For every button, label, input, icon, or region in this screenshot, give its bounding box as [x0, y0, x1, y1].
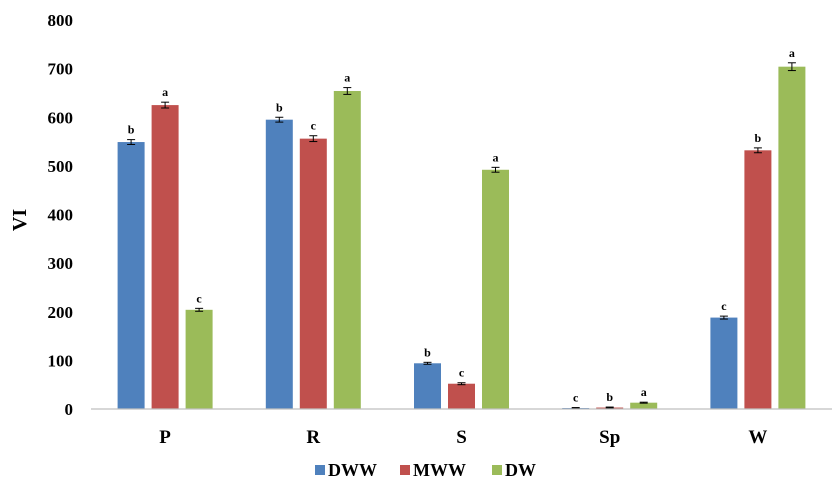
bar-dww-s — [414, 363, 441, 409]
error-bar-mww-r — [309, 135, 318, 143]
significance-label-dw-p: c — [196, 291, 202, 305]
y-tick-label: 100 — [48, 351, 74, 370]
legend-swatch-dww — [315, 465, 325, 475]
legend-label-dw: DW — [505, 460, 536, 480]
bar-mww-w — [744, 150, 772, 409]
bar-dww-p — [117, 142, 145, 409]
bar-dww-w — [710, 317, 738, 409]
y-axis-ticks: 0 100 200 300 400 500 600 700 800 — [48, 11, 74, 419]
error-bar-dww-sp — [571, 407, 580, 410]
error-bar-dw-s — [491, 166, 500, 173]
y-tick-label: 600 — [48, 108, 74, 127]
y-axis-title: VI — [9, 209, 31, 231]
bar-dw-p — [185, 309, 213, 409]
bar-dw-w — [778, 66, 806, 410]
y-tick-label: 300 — [48, 254, 74, 273]
error-bar-dw-r — [343, 87, 352, 95]
error-bar-dw-w — [787, 62, 796, 72]
significance-label-dww-sp: c — [573, 391, 579, 405]
x-tick-label-r: R — [306, 427, 320, 448]
error-bar-mww-w — [753, 147, 762, 154]
error-bar-mww-p — [161, 101, 170, 109]
legend-label-dww: DWW — [328, 460, 377, 480]
y-tick-label: 700 — [48, 60, 74, 79]
x-tick-label-sp: Sp — [599, 427, 620, 448]
significance-label-mww-r: c — [311, 119, 317, 133]
significance-label-dw-s: a — [493, 150, 499, 164]
bar-dw-r — [333, 90, 361, 410]
significance-label-mww-w: b — [755, 131, 762, 145]
x-tick-label-s: S — [456, 427, 467, 448]
x-tick-label-p: P — [159, 427, 171, 448]
significance-label-dw-r: a — [344, 71, 350, 85]
error-bar-dww-r — [275, 116, 284, 123]
legend-swatch-dw — [492, 465, 502, 475]
significance-label-dw-w: a — [789, 46, 795, 60]
error-bar-dw-p — [195, 307, 204, 312]
y-tick-label: 400 — [48, 206, 74, 225]
error-bar-mww-sp — [605, 406, 614, 409]
legend-swatch-mww — [400, 465, 410, 475]
significance-label-mww-s: c — [459, 366, 465, 380]
error-bar-mww-s — [457, 382, 466, 386]
significance-label-dw-sp: a — [641, 385, 647, 399]
significance-label-dww-w: c — [721, 299, 727, 313]
legend-label-mww: MWW — [413, 460, 466, 480]
error-bar-dww-p — [127, 139, 136, 145]
significance-label-dww-p: b — [128, 123, 135, 137]
error-bar-dw-sp — [639, 401, 648, 404]
bar-dw-s — [482, 169, 509, 409]
bars: b a c b c a b c a c b a c b a — [117, 46, 806, 410]
y-tick-label: 0 — [65, 400, 74, 419]
legend: DWW MWW DW — [315, 460, 536, 480]
x-tick-label-w: W — [748, 427, 767, 448]
bar-mww-r — [299, 138, 327, 409]
bar-dww-r — [265, 119, 293, 410]
significance-label-dww-r: b — [276, 100, 283, 114]
bar-dw-sp — [630, 402, 658, 409]
significance-label-dww-s: b — [424, 345, 431, 359]
significance-label-mww-sp: b — [606, 390, 613, 404]
error-bar-dww-s — [423, 361, 432, 365]
significance-label-mww-p: a — [162, 85, 168, 99]
x-axis-labels: P R S Sp W — [159, 427, 767, 448]
y-tick-label: 500 — [48, 157, 74, 176]
bar-mww-p — [151, 105, 179, 409]
bar-mww-s — [448, 383, 475, 409]
error-bar-dww-w — [719, 315, 728, 320]
y-tick-label: 800 — [48, 11, 74, 30]
y-tick-label: 200 — [48, 303, 74, 322]
